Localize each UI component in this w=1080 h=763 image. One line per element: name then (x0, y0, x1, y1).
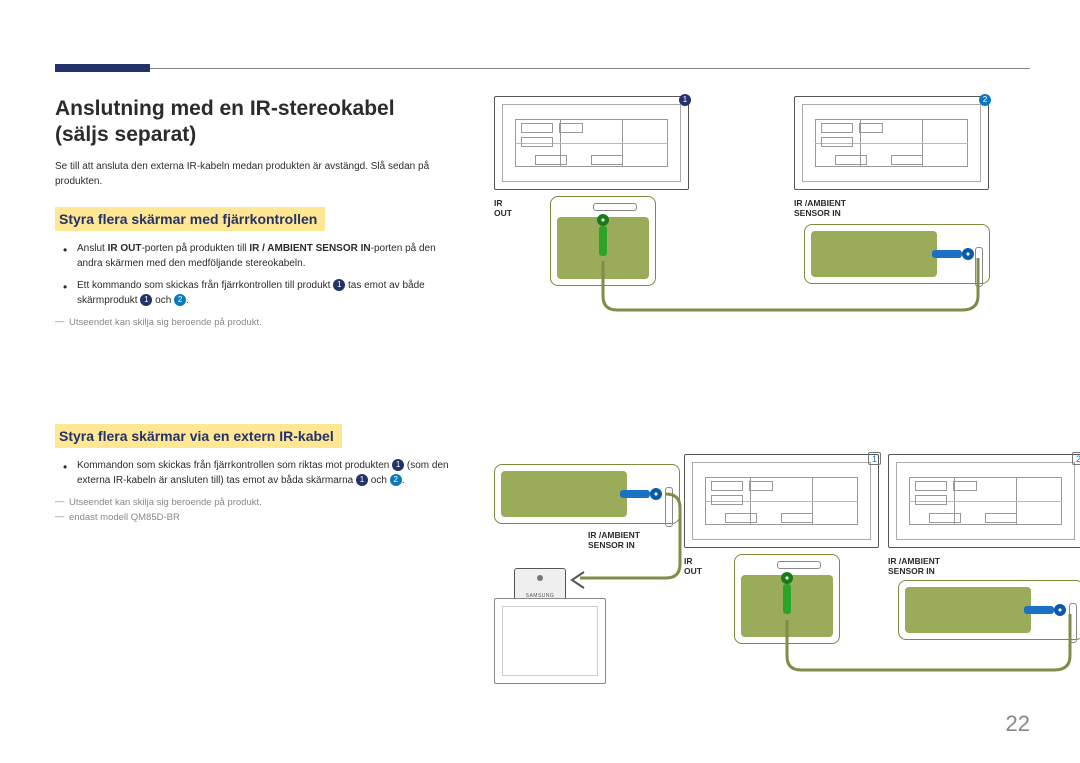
note-text: Utseendet kan skilja sig beroende på pro… (55, 317, 450, 328)
badge-1-icon: 1 (679, 94, 691, 106)
intro-text: Se till att ansluta den externa IR-kabel… (55, 159, 450, 189)
title-line-2: (säljs separat) (55, 123, 196, 146)
content-area: Anslutning med en IR-stereokabel (säljs … (55, 60, 1030, 527)
badge-1-icon: 1 (140, 294, 152, 306)
audio-jack-green-icon (597, 214, 609, 256)
manual-page: Anslutning med en IR-stereokabel (säljs … (0, 0, 1080, 763)
audio-jack-blue-icon (620, 488, 662, 500)
title-line-1: Anslutning med en IR-stereokabel (55, 97, 395, 120)
monitor-back-icon: 2 (888, 454, 1080, 548)
port-label-ir-out: IR OUT (684, 556, 702, 576)
monitor-front-icon (494, 598, 606, 684)
monitor-back-icon: 1 (684, 454, 879, 548)
page-title: Anslutning med en IR-stereokabel (säljs … (55, 96, 450, 149)
port-label-ir-out: IR OUT (494, 198, 512, 218)
badge-2-icon: 2 (979, 94, 991, 106)
left-column: Anslutning med en IR-stereokabel (säljs … (55, 96, 450, 527)
badge-2-icon: 2 (174, 294, 186, 306)
port-label-ir-ambient: IR /AMBIENT SENSOR IN (888, 556, 968, 576)
note-text: Utseendet kan skilja sig beroende på pro… (55, 497, 450, 508)
port-label-ir-ambient: IR /AMBIENT SENSOR IN (794, 198, 874, 218)
section1-list: Anslut IR OUT-porten på produkten till I… (55, 241, 450, 309)
accent-bar (55, 64, 150, 72)
badge-1-icon: 1 (868, 452, 881, 465)
monitor-back-icon: 1 (494, 96, 689, 190)
list-item: Kommandon som skickas från fjärrkontroll… (77, 458, 450, 489)
audio-jack-green-icon (781, 572, 793, 614)
section2-list: Kommandon som skickas från fjärrkontroll… (55, 458, 450, 489)
badge-1-icon: 1 (333, 279, 345, 291)
section1-heading: Styra flera skärmar med fjärrkontrollen (55, 207, 325, 231)
audio-jack-blue-icon (1024, 604, 1066, 616)
note-text: endast modell QM85D-BR (55, 512, 450, 523)
right-column: 1 2 IR OUT IR /AMBIENT SENSOR IN (484, 96, 1030, 527)
badge-1-icon: 1 (356, 474, 368, 486)
list-item: Anslut IR OUT-porten på produkten till I… (77, 241, 450, 272)
section2-heading: Styra flera skärmar via en extern IR-kab… (55, 424, 342, 448)
audio-jack-blue-icon (932, 248, 974, 260)
badge-2-icon: 2 (1072, 452, 1080, 465)
badge-2-icon: 2 (390, 474, 402, 486)
badge-1-icon: 1 (392, 459, 404, 471)
list-item: Ett kommando som skickas från fjärrkontr… (77, 278, 450, 309)
top-rule (55, 68, 1030, 69)
page-number: 22 (1006, 711, 1030, 737)
port-label-ir-ambient: IR /AMBIENT SENSOR IN (588, 530, 668, 550)
monitor-back-icon: 2 (794, 96, 989, 190)
